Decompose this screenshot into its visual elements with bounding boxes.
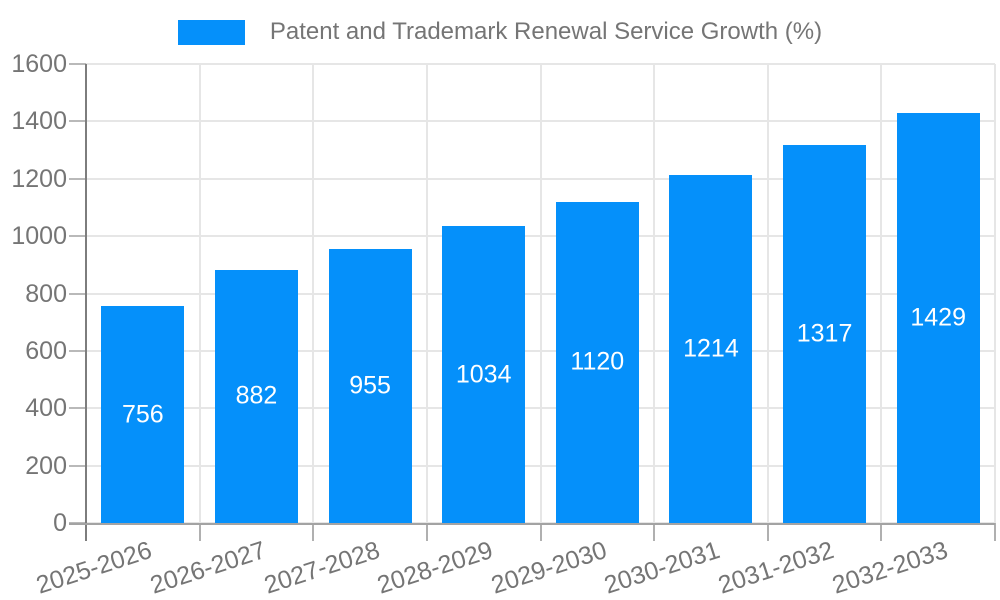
x-tick	[994, 523, 996, 541]
legend-label: Patent and Trademark Renewal Service Gro…	[269, 18, 823, 45]
x-gridline	[539, 64, 542, 523]
y-tick	[69, 292, 86, 295]
x-tick	[425, 523, 428, 541]
y-axis-label: 0	[53, 509, 67, 537]
x-gridline	[880, 64, 883, 523]
legend-swatch-icon	[177, 19, 245, 45]
y-axis-line	[85, 64, 87, 541]
bar-value-label: 756	[121, 400, 164, 429]
x-axis-label: 2027-2028	[260, 536, 383, 600]
y-axis-label: 400	[25, 394, 67, 423]
y-axis-label: 600	[25, 336, 67, 365]
bar-value-label: 1214	[683, 334, 739, 363]
x-axis-line	[69, 523, 995, 525]
bar-value-label: 1317	[796, 319, 853, 348]
x-gridline	[198, 64, 201, 523]
bar[interactable]	[328, 249, 412, 523]
y-axis-label: 1600	[11, 50, 67, 78]
y-axis-label: 1400	[11, 107, 67, 136]
bar-value-label: 882	[235, 381, 278, 410]
x-axis-label: 2028-2029	[373, 536, 497, 600]
y-axis-label: 1200	[11, 164, 67, 193]
x-tick	[653, 523, 656, 541]
y-axis-label: 200	[25, 451, 67, 480]
chart-legend[interactable]: Patent and Trademark Renewal Service Gro…	[0, 18, 1000, 46]
x-tick	[198, 523, 201, 541]
y-tick	[69, 349, 86, 352]
y-tick	[69, 235, 86, 238]
bar-value-label: 1429	[910, 303, 966, 332]
x-gridline	[425, 64, 428, 523]
x-axis-label: 2025-2026	[33, 536, 156, 600]
bar[interactable]	[669, 174, 753, 523]
x-tick	[766, 523, 769, 541]
x-axis-label: 2031-2032	[714, 536, 838, 600]
x-tick	[880, 523, 883, 541]
y-axis-label: 800	[25, 279, 67, 308]
x-gridline	[653, 64, 656, 523]
bar-value-label: 1034	[455, 360, 512, 389]
y-tick	[69, 407, 86, 410]
y-tick	[69, 464, 86, 467]
bar[interactable]	[896, 113, 980, 523]
bar[interactable]	[442, 226, 526, 523]
y-tick	[69, 63, 86, 65]
y-tick	[69, 177, 86, 180]
x-gridline	[994, 64, 996, 523]
x-tick	[539, 523, 542, 541]
x-gridline	[312, 64, 315, 523]
bar[interactable]	[214, 269, 298, 523]
bar-value-label: 955	[349, 371, 391, 400]
x-tick	[312, 523, 315, 541]
x-gridline	[766, 64, 769, 523]
bar[interactable]	[555, 201, 639, 523]
y-tick	[69, 120, 86, 123]
bar[interactable]	[101, 306, 185, 523]
bar[interactable]	[783, 145, 867, 523]
x-axis-label: 2032-2033	[828, 536, 951, 600]
x-axis-label: 2029-2030	[487, 536, 610, 600]
y-axis-label: 1000	[11, 222, 67, 251]
x-axis-label: 2030-2031	[601, 536, 724, 600]
bar-value-label: 1120	[570, 347, 625, 376]
x-axis-label: 2026-2027	[146, 536, 270, 600]
